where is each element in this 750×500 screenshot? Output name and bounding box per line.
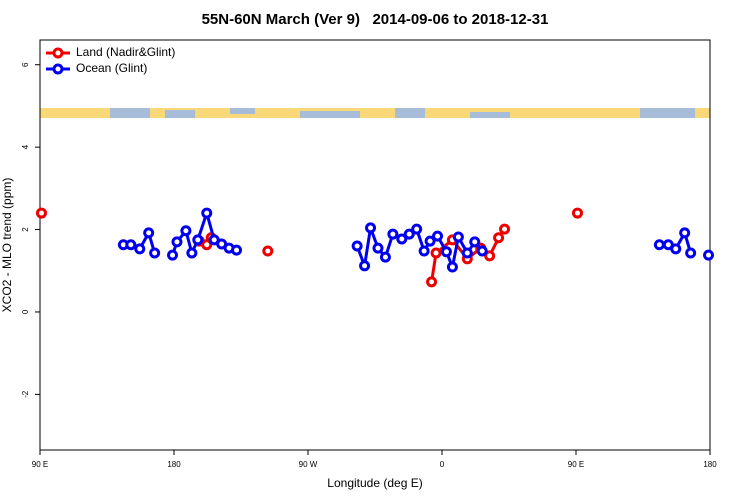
x-tick-label: 0 — [440, 460, 445, 469]
data-point — [262, 245, 274, 257]
x-tick-label: 90 W — [299, 460, 318, 469]
data-point — [679, 227, 691, 239]
data-point — [134, 243, 146, 255]
legend-label: Land (Nadir&Glint) — [76, 45, 175, 59]
x-axis-label: Longitude (deg E) — [327, 476, 422, 490]
data-point — [452, 231, 464, 243]
data-point — [372, 242, 384, 254]
data-point — [201, 207, 213, 219]
data-point — [231, 244, 243, 256]
data-point — [424, 235, 436, 247]
data-point — [143, 227, 155, 239]
data-point — [365, 222, 377, 234]
y-axis-label: XCO2 - MLO trend (ppm) — [0, 178, 14, 313]
data-point — [685, 247, 697, 259]
map-strip — [40, 108, 710, 118]
chart-title: 55N-60N March (Ver 9) 2014-09-06 to 2018… — [202, 11, 549, 28]
data-point — [186, 247, 198, 259]
x-tick-label: 180 — [167, 460, 181, 469]
data-point — [493, 232, 505, 244]
data-point — [167, 249, 179, 261]
y-tick-label: 2 — [21, 227, 30, 232]
data-point — [149, 247, 161, 259]
data-point — [653, 239, 665, 251]
data-point — [396, 233, 408, 245]
x-tick-label: 90 E — [32, 460, 48, 469]
data-point — [499, 223, 511, 235]
data-point — [411, 223, 423, 235]
legend-marker — [52, 63, 64, 75]
data-point — [461, 247, 473, 259]
data-point — [180, 225, 192, 237]
legend-label: Ocean (Glint) — [76, 61, 147, 75]
x-tick-label: 180 — [703, 460, 717, 469]
data-point — [35, 207, 47, 219]
x-tick-label: 90 E — [568, 460, 584, 469]
data-point — [440, 246, 452, 258]
data-point — [430, 247, 442, 259]
data-point — [171, 236, 183, 248]
data-point — [703, 249, 715, 261]
y-tick-label: 0 — [21, 309, 30, 314]
legend-marker — [52, 47, 64, 59]
data-point — [432, 230, 444, 242]
data-point — [403, 228, 415, 240]
data-point — [426, 276, 438, 288]
data-point — [476, 245, 488, 257]
y-tick-label: 6 — [21, 62, 30, 67]
data-point — [571, 207, 583, 219]
data-point — [379, 251, 391, 263]
data-point — [418, 245, 430, 257]
y-tick-label: -2 — [21, 390, 30, 398]
data-point — [351, 240, 363, 252]
data-point — [125, 239, 137, 251]
data-point — [469, 236, 481, 248]
plot-frame — [39, 39, 711, 451]
data-point — [359, 260, 371, 272]
data-point — [484, 250, 496, 262]
data-point — [446, 261, 458, 273]
data-point — [670, 243, 682, 255]
y-tick-label: 4 — [21, 144, 30, 149]
data-point — [192, 234, 204, 246]
data-point — [387, 228, 399, 240]
